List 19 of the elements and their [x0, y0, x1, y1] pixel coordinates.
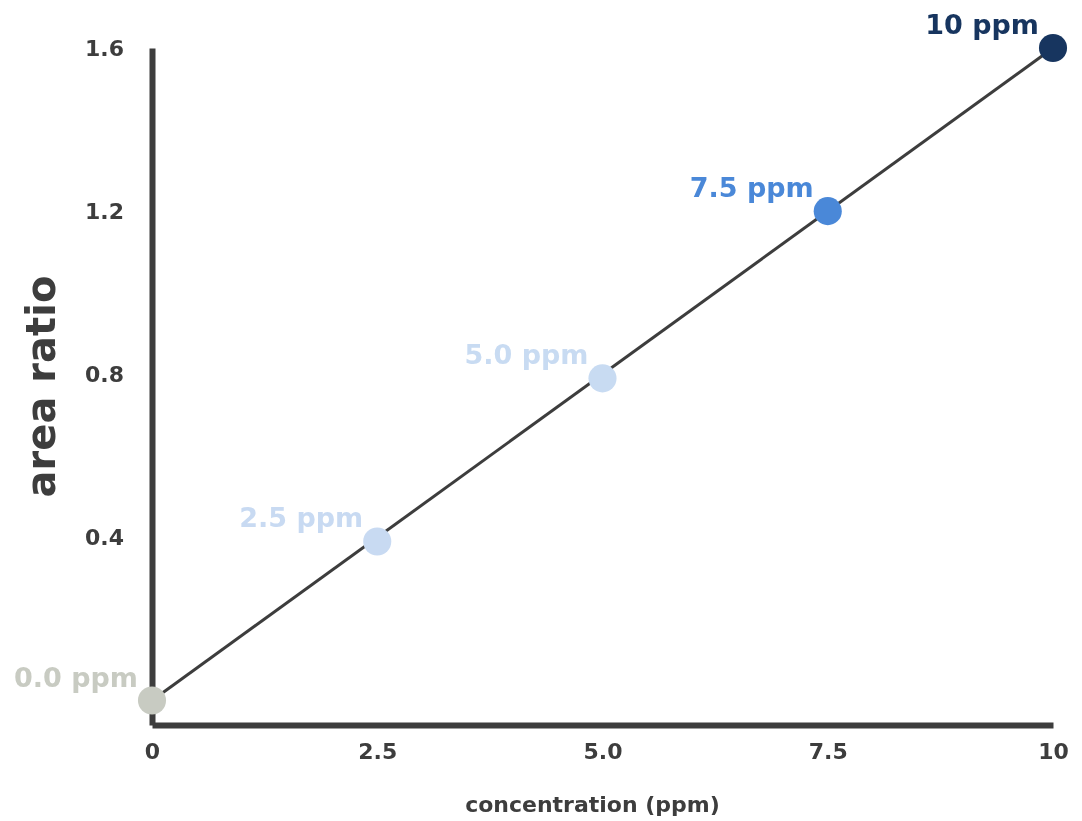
y-tick-label: 1.6 — [85, 35, 124, 61]
x-axis-title: concentration (ppm) — [465, 792, 720, 817]
y-tick-label: 1.2 — [85, 198, 124, 224]
point — [137, 686, 167, 715]
y-axis-title: area ratio — [18, 275, 64, 498]
x-tick-label: 5.0 — [583, 738, 623, 764]
annotation: 10 ppm — [925, 9, 1039, 40]
x-tick-label: 10 — [1038, 738, 1069, 764]
point — [813, 197, 842, 226]
point — [363, 527, 392, 556]
x-tick-label: 2.5 — [358, 738, 398, 764]
annotation: 7.5 ppm — [689, 172, 814, 204]
point — [1038, 33, 1068, 63]
point — [588, 364, 617, 393]
annotation: 0.0 ppm — [13, 661, 138, 693]
x-tick-label: 0 — [144, 738, 161, 764]
y-tick-label: 0.4 — [85, 524, 124, 550]
y-tick-label: 0.8 — [85, 361, 124, 387]
x-tick-label: 7.5 — [808, 738, 848, 764]
